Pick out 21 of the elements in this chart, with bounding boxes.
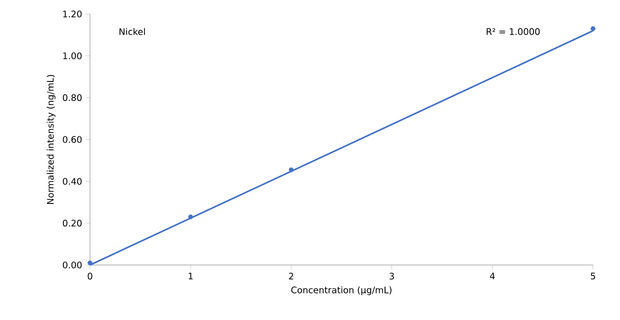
- y-tick-label: 0.80: [62, 94, 82, 102]
- x-tick-label: 5: [590, 272, 596, 280]
- y-tick-label: 1.00: [63, 52, 82, 60]
- x-axis-title: Concentration (µg/mL): [291, 286, 392, 296]
- y-tick-label: 1.20: [63, 10, 82, 18]
- point: [88, 260, 92, 266]
- point: [288, 167, 294, 172]
- y-tick-label: 0.00: [62, 262, 82, 268]
- point: [590, 26, 596, 32]
- annotation: R² = 1.0000: [486, 28, 540, 35]
- point: [188, 214, 193, 220]
- y-tick-label: 0.20: [62, 220, 82, 227]
- y-axis-title: Normalized intensity (ng/mL): [46, 74, 56, 204]
- x-tick-label: 1: [188, 272, 193, 280]
- y-tick-label: 0.60: [62, 136, 82, 143]
- y-tick-label: 0.40: [62, 178, 82, 185]
- x-tick-label: 3: [390, 272, 394, 280]
- x-tick-label: 2: [289, 272, 294, 280]
- x-tick-label: 4: [490, 272, 495, 280]
- x-tick-label: 0: [88, 272, 92, 280]
- annotation: Nickel: [120, 28, 145, 36]
